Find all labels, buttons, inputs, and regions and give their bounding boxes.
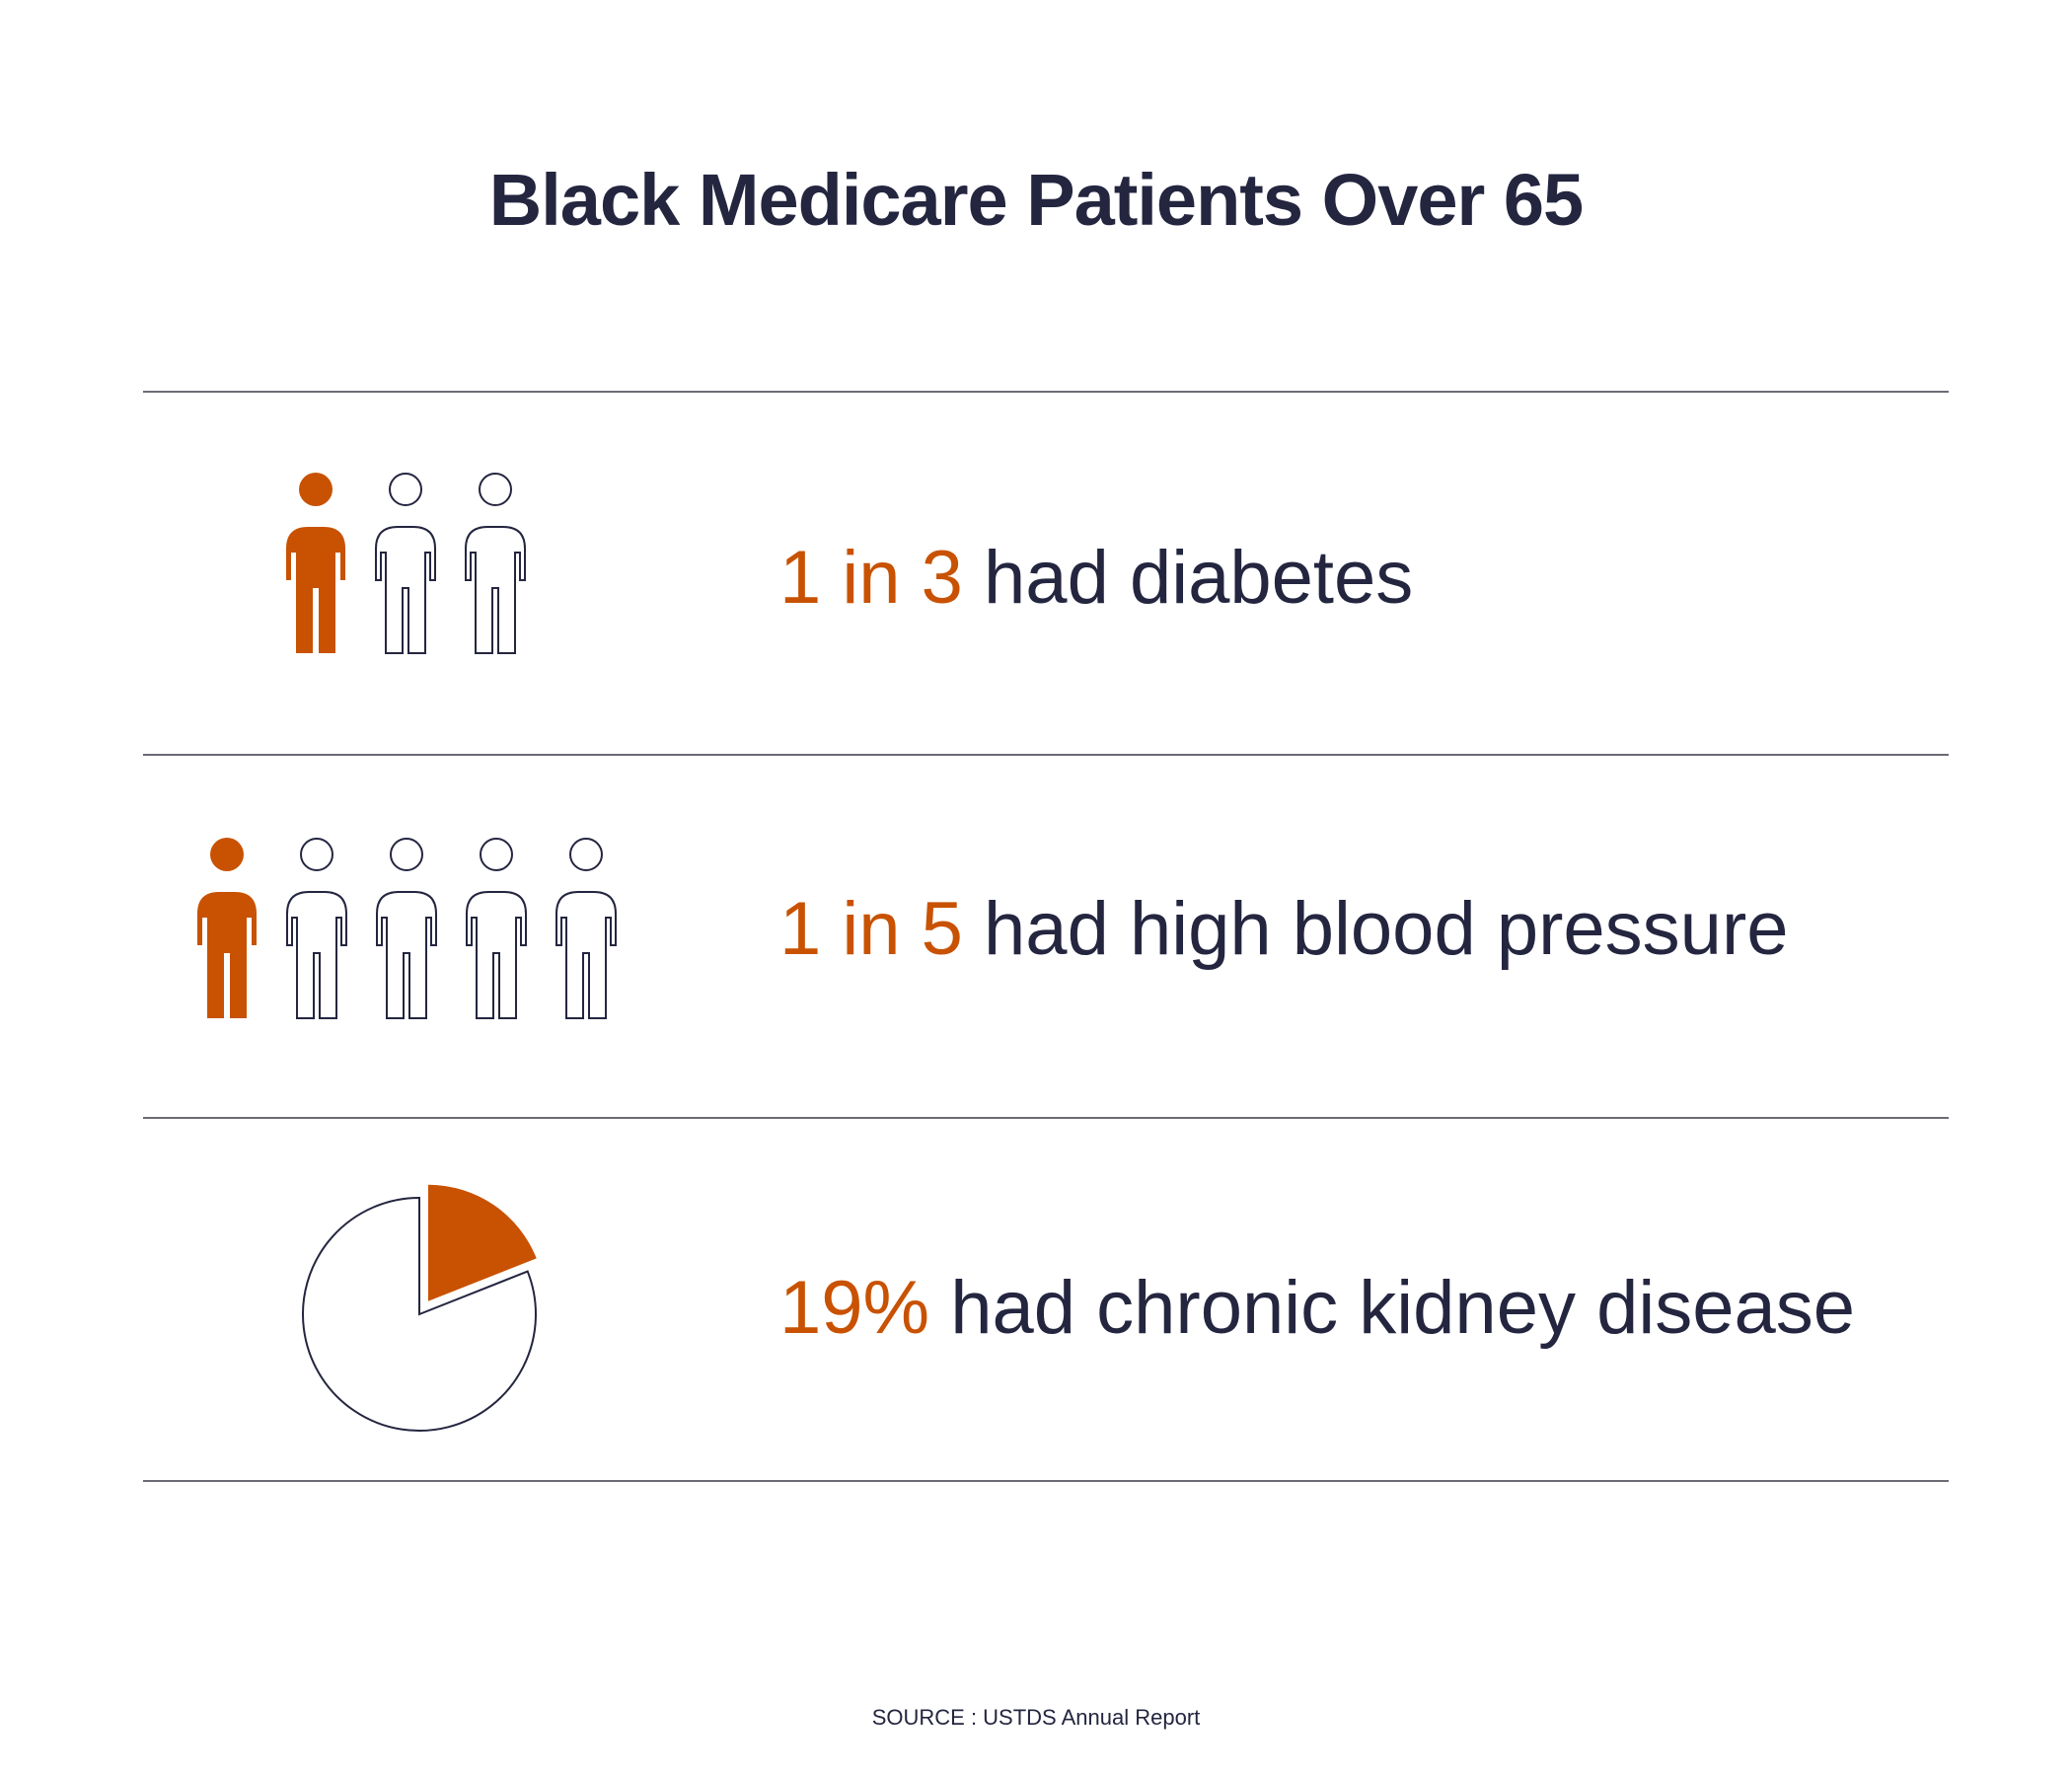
- person-outline-icon: [375, 473, 436, 654]
- kidney-disease-stat-highlight: 19%: [779, 1266, 930, 1350]
- pie-svg: [302, 1184, 537, 1432]
- diabetes-stat-text: had diabetes: [962, 536, 1414, 620]
- kidney-disease-stat: 19% had chronic kidney disease: [779, 1271, 1855, 1346]
- blood-pressure-stat-highlight: 1 in 5: [779, 887, 963, 971]
- person-outline-icon: [465, 473, 526, 654]
- blood-pressure-stat-text: had high blood pressure: [962, 887, 1789, 971]
- divider: [143, 1117, 1949, 1119]
- pie-highlight-slice: [427, 1184, 537, 1301]
- pie-19-percent-icon: [291, 1166, 557, 1457]
- blood-pressure-stat: 1 in 5 had high blood pressure: [779, 892, 1789, 967]
- person-outline-icon: [376, 838, 437, 1019]
- page-title: Black Medicare Patients Over 65: [488, 159, 1584, 241]
- person-filled-icon: [197, 838, 257, 1018]
- person-outline-icon: [286, 838, 347, 1019]
- divider: [143, 754, 1949, 756]
- people-1-in-3-icon: [276, 470, 535, 657]
- kidney-disease-stat-text: had chronic kidney disease: [929, 1266, 1856, 1350]
- diabetes-stat: 1 in 3 had diabetes: [779, 541, 1413, 616]
- diabetes-stat-highlight: 1 in 3: [779, 536, 963, 620]
- person-filled-icon: [286, 473, 345, 653]
- divider: [143, 1480, 1949, 1482]
- source-note: SOURCE : USTDS Annual Report: [871, 1705, 1201, 1730]
- person-outline-icon: [555, 838, 617, 1019]
- divider: [143, 391, 1949, 393]
- people-1-in-5-icon: [187, 835, 626, 1022]
- person-outline-icon: [466, 838, 527, 1019]
- pie-remainder-slice: [302, 1196, 537, 1432]
